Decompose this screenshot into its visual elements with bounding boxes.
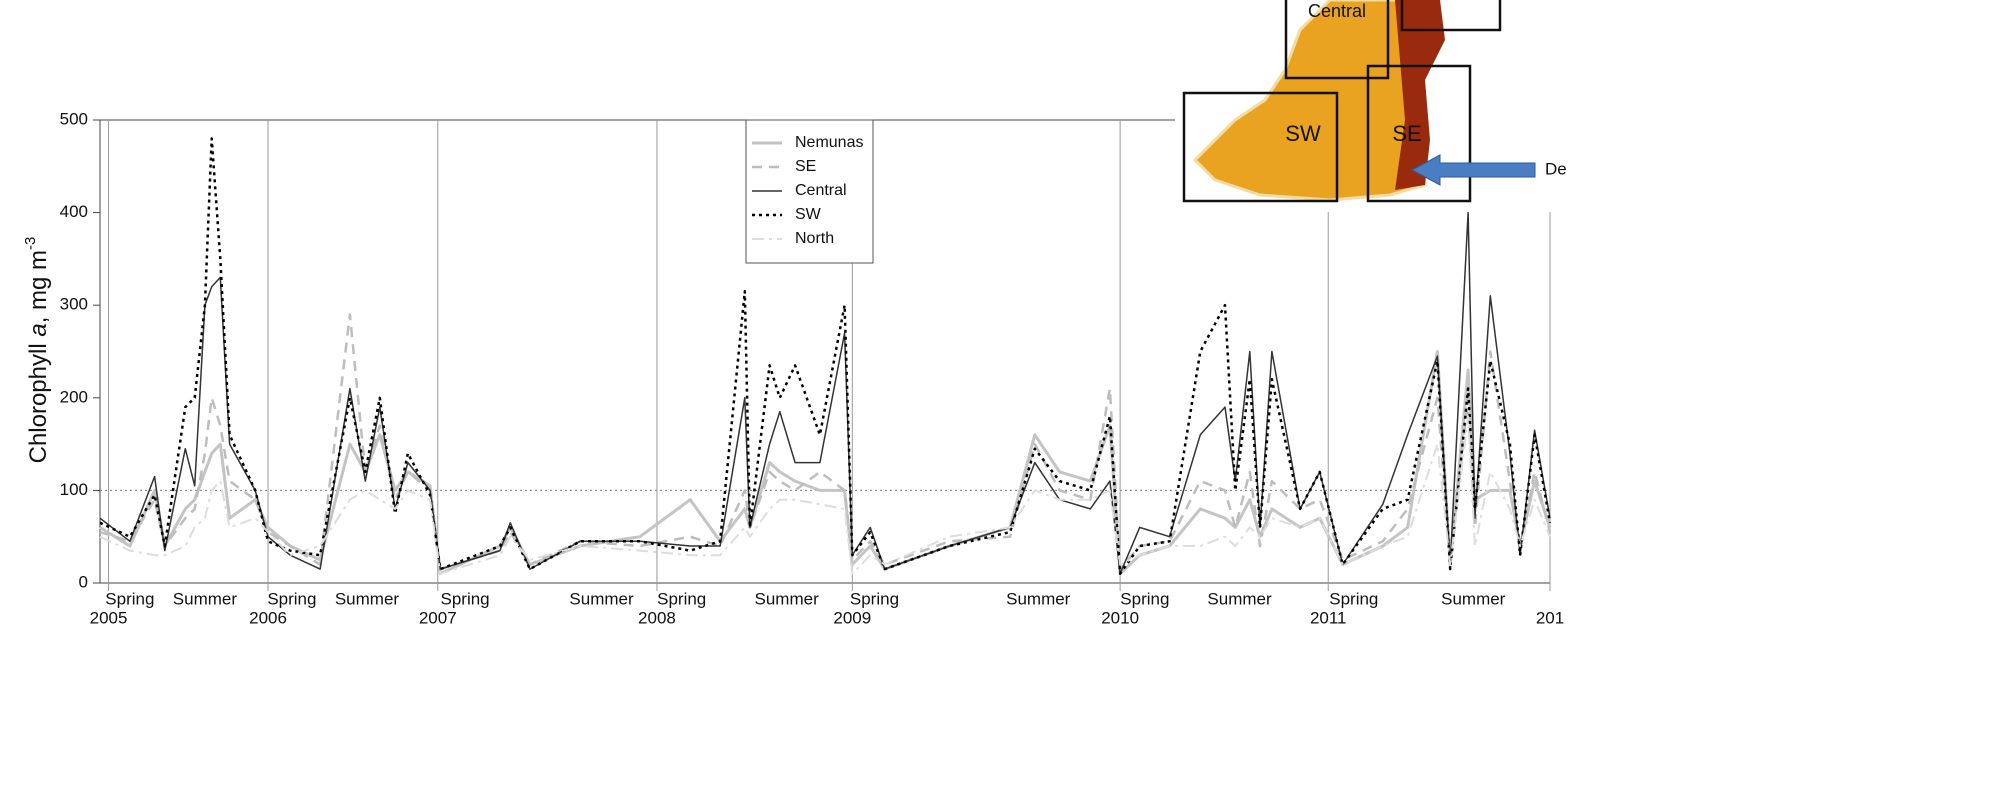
legend-label: North — [795, 230, 834, 247]
x-tick-label: 2005 — [90, 608, 128, 627]
y-tick-label: 100 — [60, 480, 88, 499]
region-label: SE — [1392, 121, 1421, 146]
season-label: Spring — [267, 589, 316, 608]
season-label: Summer — [173, 589, 238, 608]
x-tick-label: 2010 — [1101, 608, 1139, 627]
season-label: Summer — [1006, 589, 1071, 608]
season-label: Summer — [755, 589, 820, 608]
season-label: Spring — [1120, 589, 1169, 608]
x-tick-label: 2009 — [833, 608, 871, 627]
season-label: Spring — [657, 589, 706, 608]
season-label: Spring — [105, 589, 154, 608]
x-tick-label: 2006 — [249, 608, 287, 627]
y-axis-label: Chlorophyll a, mg m-3 — [22, 237, 52, 464]
y-tick-label: 0 — [79, 572, 88, 591]
legend-label: SE — [795, 158, 816, 175]
y-label-part: Chlorophyll — [25, 337, 52, 464]
season-label: Summer — [1441, 589, 1506, 608]
x-tick-label: 2008 — [638, 608, 676, 627]
region-label: De — [1545, 159, 1567, 178]
region-label: SW — [1285, 121, 1321, 146]
legend-label: Nemunas — [795, 134, 863, 151]
x-tick-label: 2011 — [1310, 608, 1347, 627]
season-label: Spring — [850, 589, 899, 608]
y-label-part: , mg m — [25, 250, 52, 323]
season-label: Summer — [335, 589, 400, 608]
region-label: Central — [1308, 1, 1366, 21]
y-tick-label: 500 — [60, 109, 88, 128]
series-line — [100, 416, 1550, 573]
season-label: Spring — [440, 589, 489, 608]
season-label: Summer — [1207, 589, 1272, 608]
series-line — [100, 315, 1550, 570]
x-tick-label: 2007 — [419, 608, 457, 627]
y-label-part: a — [25, 323, 52, 336]
y-tick-label: 300 — [60, 295, 88, 314]
chart: 0 100 200 300 400 500 2005 2006 2007 2008 2009 2010… — [0, 0, 1996, 800]
x-tick-label: 201 — [1536, 608, 1564, 627]
inset-map: Central SW SE De — [1175, 0, 1567, 212]
y-label-part: -3 — [22, 237, 39, 250]
legend-label: Central — [795, 182, 847, 199]
legend: Nemunas SE Central SW North — [746, 120, 873, 263]
legend-label: SW — [795, 206, 822, 223]
season-label: Summer — [569, 589, 634, 608]
series-line — [100, 352, 1550, 574]
y-tick-label: 200 — [60, 387, 88, 406]
season-label: Spring — [1329, 589, 1378, 608]
y-tick-label: 400 — [60, 202, 88, 221]
